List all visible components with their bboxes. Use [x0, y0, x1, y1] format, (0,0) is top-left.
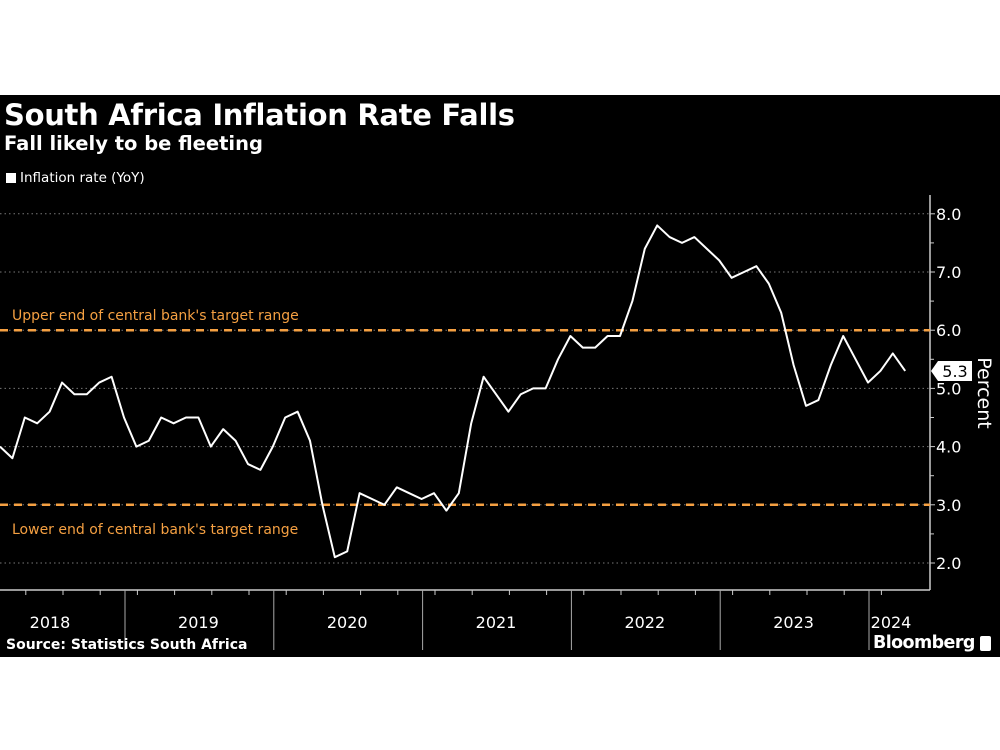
x-tick-label: 2018 [30, 613, 71, 632]
x-tick-label: 2024 [871, 613, 912, 632]
last-value-badge [931, 360, 972, 381]
brand-name: Bloomberg [873, 633, 975, 653]
y-tick-label: 3.0 [936, 496, 961, 515]
source-note: Source: Statistics South Africa [6, 637, 248, 653]
reference-line-label: Upper end of central bank's target range [12, 308, 299, 324]
legend-swatch [6, 173, 16, 183]
legend: Inflation rate (YoY) [6, 170, 145, 186]
last-value-label: 5.3 [942, 362, 967, 381]
reference-line-label: Lower end of central bank's target range [12, 522, 298, 538]
legend-label: Inflation rate (YoY) [20, 170, 145, 186]
y-tick-label: 5.0 [936, 379, 961, 398]
bloomberg-icon [979, 635, 991, 651]
x-tick-label: 2022 [624, 613, 665, 632]
x-tick-label: 2021 [476, 613, 517, 632]
y-tick-label: 2.0 [936, 554, 961, 573]
x-tick-label: 2019 [178, 613, 219, 632]
x-tick-label: 2020 [327, 613, 368, 632]
x-tick-label: 2023 [773, 613, 814, 632]
inflation-rate-line [0, 224, 907, 559]
y-axis-label: Percent [973, 357, 995, 429]
brand-logo: Bloomberg [873, 633, 991, 653]
y-tick-label: 8.0 [936, 205, 961, 224]
chart-subtitle: Fall likely to be fleeting [4, 132, 263, 155]
chart-title: South Africa Inflation Rate Falls [4, 98, 515, 132]
y-tick-label: 6.0 [936, 321, 961, 340]
y-tick-label: 7.0 [936, 263, 961, 282]
y-tick-label: 4.0 [936, 438, 961, 457]
